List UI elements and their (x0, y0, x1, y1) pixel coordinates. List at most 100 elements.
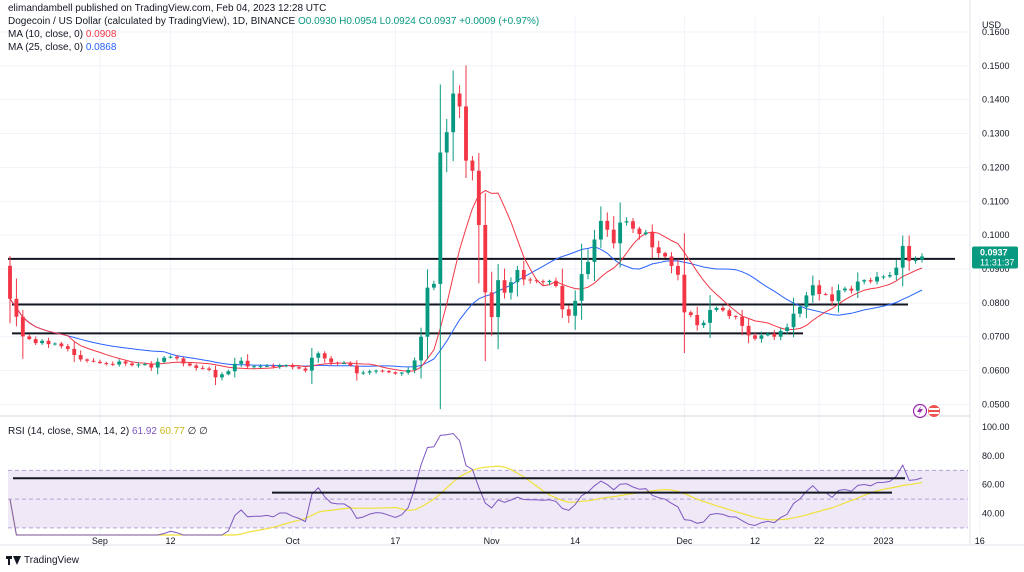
candle-body (162, 357, 167, 362)
candle-body (509, 282, 513, 293)
candle-body (226, 371, 231, 375)
candle-body (746, 325, 751, 336)
candle-body (399, 372, 404, 374)
candle-body (457, 93, 462, 107)
candle-body (374, 370, 379, 372)
candle-body (541, 281, 545, 283)
tradingview-logo[interactable]: TradingView (6, 555, 79, 566)
candle-body (451, 93, 456, 133)
candle-body (316, 353, 321, 358)
candles (8, 65, 924, 410)
price-tick: 0.1600 (982, 27, 1010, 37)
candle-body (881, 276, 886, 278)
candle-body (708, 309, 712, 323)
price-tick: 0.0800 (982, 298, 1010, 308)
candle-body (496, 280, 501, 318)
candle-body (258, 366, 263, 368)
candle-body (425, 287, 430, 337)
candle-body (252, 366, 256, 368)
candle-body (33, 339, 38, 344)
ma25-legend[interactable]: MA (25, close, 0) 0.0868 (8, 42, 116, 54)
time-tick: Dec (676, 536, 693, 546)
time-tick: 14 (570, 536, 580, 546)
last-price-value: 0.0937 (980, 247, 1008, 257)
candle-body (59, 343, 64, 347)
candle-body (406, 369, 411, 373)
candle-body (560, 285, 565, 310)
candle-body (412, 360, 417, 370)
price-tick: 0.0700 (982, 332, 1010, 342)
candle-body (637, 228, 642, 235)
candle-body (521, 270, 526, 280)
candle-body (149, 364, 154, 368)
candle-body (727, 310, 732, 317)
ma10-legend[interactable]: MA (10, close, 0) 0.0908 (8, 29, 116, 41)
candle-body (181, 358, 186, 364)
candle-body (220, 374, 224, 378)
countdown-value: 11:31:37 (980, 257, 1014, 267)
candle-body (836, 290, 841, 302)
candle-body (303, 368, 308, 371)
rsi-line (9, 432, 923, 536)
candle-body (155, 361, 160, 368)
rsi-tick: 60.00 (982, 480, 1005, 490)
candle-body (823, 294, 828, 296)
candle-body (772, 333, 777, 337)
candle-body (534, 280, 539, 282)
candle-body (695, 315, 700, 326)
candle-body (624, 221, 629, 223)
candle-body (476, 170, 481, 225)
rsi-lines (9, 432, 923, 536)
price-tick: 0.0500 (982, 399, 1010, 409)
candle-body (798, 306, 802, 314)
time-axis-ticks: Sep12Oct17Nov14Dec1222202316Feb13 (92, 536, 985, 546)
candle-body (329, 358, 334, 363)
candle-body (27, 336, 32, 340)
price-tick: 0.1000 (982, 230, 1010, 240)
candle-body (714, 307, 719, 310)
candle-body (387, 370, 391, 373)
candle-body (194, 365, 199, 368)
price-tick: 0.1500 (982, 61, 1010, 71)
price-tick: 0.1100 (982, 196, 1009, 206)
axes (0, 0, 1024, 546)
support-resistance-levels (8, 257, 955, 335)
candle-body (778, 330, 783, 337)
candle-body (239, 360, 244, 364)
candle-body (277, 365, 282, 367)
candle-body (322, 353, 327, 359)
candle-body (592, 239, 597, 262)
candle-body (110, 363, 115, 365)
candle-body (483, 224, 488, 293)
candle-body (354, 365, 359, 374)
grid (0, 15, 981, 535)
rsi-tick: 100.00 (982, 422, 1010, 432)
candle-body (631, 221, 635, 229)
candle-body (130, 363, 134, 366)
candle-body (907, 245, 912, 261)
candle-body (489, 292, 494, 318)
candle-body (431, 283, 436, 288)
candle-body (913, 259, 918, 261)
publisher-text: elimandambell published on TradingView.c… (8, 3, 327, 14)
candle-body (553, 280, 558, 286)
candle-body (361, 372, 366, 374)
symbol-title: Dogecoin / US Dollar (calculated by Trad… (8, 16, 296, 27)
candle-body (669, 256, 674, 266)
candle-body (335, 362, 340, 364)
candle-body (598, 220, 603, 240)
rsi-tick: 40.00 (982, 508, 1005, 518)
ma25-line (9, 246, 923, 368)
candle-body (123, 361, 128, 364)
candle-body (380, 370, 385, 372)
ma10-line (9, 189, 923, 372)
candle-body (855, 281, 860, 291)
candle-body (920, 256, 924, 260)
candle-body (586, 261, 590, 275)
candle-body (65, 346, 70, 349)
candle-body (900, 245, 905, 268)
rsi-legend[interactable]: RSI (14, close, SMA, 14, 2) 61.92 60.77 … (8, 426, 208, 438)
rsi-axis-ticks: 100.00 80.00 60.00 40.00 (982, 422, 1010, 518)
